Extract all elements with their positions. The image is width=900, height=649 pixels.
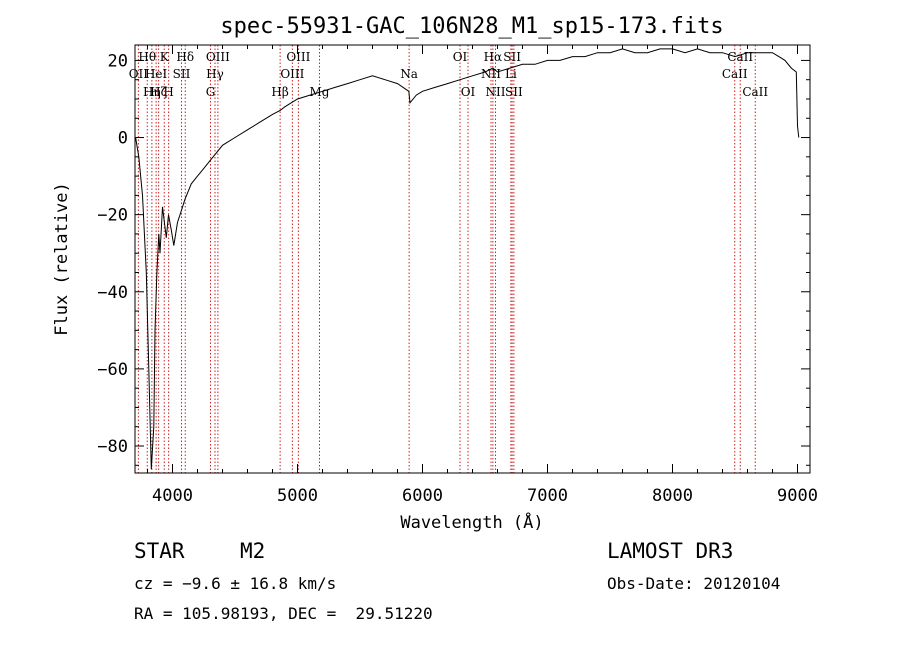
plot-frame (134, 44, 811, 474)
spectral-line-labels: OIIHθHηHeIHζKHSIIHδGHγOIIIHβOIIIOIIIMgNa… (129, 50, 769, 99)
spectral-line-label: SII (505, 85, 523, 99)
flux-series-line (135, 48, 800, 470)
y-tick-label: −80 (97, 437, 128, 457)
y-axis-ticks: −80 −60 −40 −20 0 20 (97, 51, 810, 466)
spectral-line-label: CaII (722, 67, 748, 81)
spectral-line-label: HeI (145, 67, 168, 81)
spectral-line-label: NII (486, 85, 506, 99)
y-tick-label: −60 (97, 360, 128, 380)
survey-name: LAMOST DR3 (607, 539, 734, 563)
spectral-line-label: Hγ (206, 67, 224, 81)
y-tick-label: −20 (97, 206, 128, 226)
spectral-line-label: Hβ (271, 85, 288, 99)
spectral-line-label: Hδ (176, 50, 194, 64)
x-tick-label: 5000 (277, 486, 318, 506)
x-tick-label: 4000 (152, 486, 193, 506)
spectral-line-label: OI (461, 85, 476, 99)
spectral-lines (137, 45, 756, 473)
spectral-line-label: OIII (286, 50, 310, 64)
spectral-line-label: OI (453, 50, 468, 64)
coordinates: RA = 105.98193, DEC = 29.51220 (134, 604, 433, 623)
y-tick-label: 20 (108, 51, 128, 71)
x-axis-label: Wavelength (Å) (400, 511, 543, 533)
object-class: STAR (134, 539, 185, 563)
spectral-line-label: Li (505, 67, 517, 81)
spectral-line-label: G (206, 85, 216, 99)
spectral-line-label: K (160, 50, 170, 64)
spectral-line-label: H (163, 85, 173, 99)
spectral-line-label: Hθ (138, 50, 156, 64)
x-axis-ticks: 4000 5000 6000 7000 8000 9000 (147, 45, 818, 506)
spectral-line-label: Na (400, 67, 418, 81)
y-axis-label: Flux (relative) (52, 182, 72, 336)
y-tick-label: −40 (97, 283, 128, 303)
spectral-line-label: OIII (206, 50, 230, 64)
spectral-line-label: Hα (484, 50, 503, 64)
spectral-line-label: SII (173, 67, 191, 81)
object-subclass: M2 (240, 539, 266, 563)
spectral-line-label: CaII (742, 85, 768, 99)
spectral-line-label: SII (503, 50, 521, 64)
x-tick-label: 7000 (527, 486, 568, 506)
spectral-line-label: OIII (280, 67, 304, 81)
spectral-line-label: Hη (143, 85, 161, 99)
x-tick-label: 9000 (777, 486, 818, 506)
y-tick-label: 0 (118, 129, 128, 149)
spectral-line-label: OII (129, 67, 149, 81)
chart-title: spec-55931-GAC_106N28_M1_sp15-173.fits (220, 14, 723, 39)
observation-date: Obs-Date: 20120104 (607, 574, 781, 593)
spectral-line-label: CaII (727, 50, 753, 64)
x-tick-label: 8000 (652, 486, 693, 506)
x-tick-label: 6000 (402, 486, 443, 506)
spectral-line-label: Hζ (150, 85, 167, 99)
redshift-cz: cz = −9.6 ± 16.8 km/s (134, 574, 337, 593)
